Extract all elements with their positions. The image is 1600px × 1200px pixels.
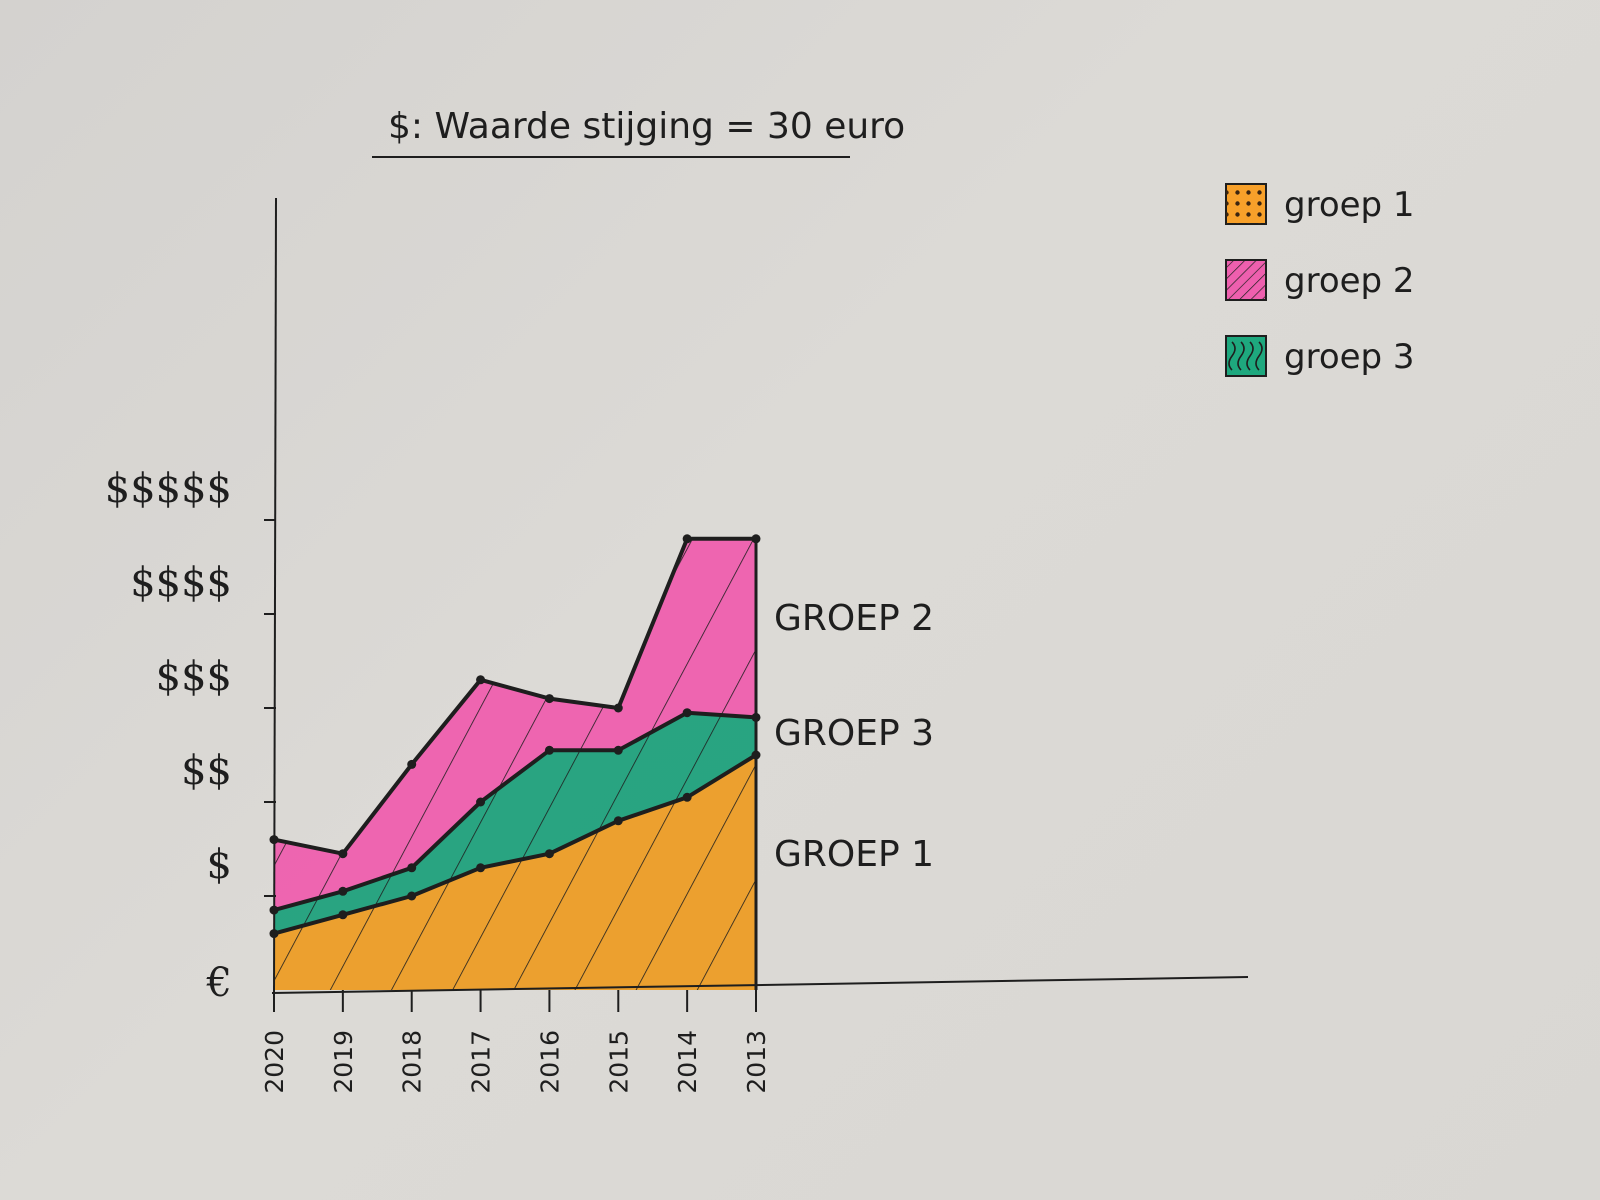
y-tick-label-5: $$$$$ (105, 466, 232, 512)
y-tick-label-2: $$ (181, 748, 232, 794)
point-groep-3-2017 (476, 797, 486, 807)
point-groep-1-2017 (476, 863, 486, 873)
point-groep-2-2016 (544, 694, 554, 704)
point-groep-2-2015 (613, 703, 623, 713)
point-groep-3-2015 (613, 745, 623, 755)
point-groep-2-2014 (682, 534, 692, 544)
point-groep-3-2014 (682, 708, 692, 718)
legend-swatch-pattern-groep-1 (1226, 184, 1266, 224)
legend-label-groep-2: groep 2 (1284, 261, 1415, 301)
point-groep-1-2015 (613, 816, 623, 826)
point-groep-2-2017 (476, 675, 486, 685)
legend: groep 1 groep 2 groep 3 (1225, 183, 1415, 377)
point-groep-1-2019 (338, 910, 348, 920)
point-groep-2-2019 (338, 849, 348, 859)
x-tick-label-2018: 2018 (398, 1030, 427, 1094)
line-groep-2 (273, 536, 756, 856)
y-tick-label-4: $$$$ (130, 560, 232, 606)
point-groep-1-2016 (544, 849, 554, 859)
x-tick-label-2013: 2013 (742, 1030, 771, 1094)
line-groep-1 (273, 753, 758, 936)
y-tick-label-0: € (206, 960, 232, 1006)
legend-swatch-squiggle-2 (1246, 341, 1254, 371)
x-tick-label-2015: 2015 (604, 1030, 633, 1094)
x-axis (271, 976, 1249, 994)
point-groep-2-2018 (407, 759, 417, 769)
legend-swatch-squiggle-1 (1237, 341, 1245, 371)
x-tick-label-2017: 2017 (467, 1030, 496, 1094)
y-tick-label-1: $ (207, 842, 232, 888)
line-groep-3 (273, 710, 757, 913)
series-label-groep-1: GROEP 1 (774, 834, 934, 875)
legend-swatch-pattern-groep-2 (1226, 260, 1266, 300)
legend-swatch-squiggle-3 (1255, 341, 1263, 371)
series-label-groep-2: GROEP 2 (774, 598, 934, 639)
point-groep-1-2018 (407, 891, 417, 901)
point-groep-3-2018 (407, 863, 417, 873)
x-tick-label-2019: 2019 (329, 1030, 358, 1094)
y-tick-label-3: $$$ (156, 654, 232, 700)
y-axis (273, 197, 277, 993)
legend-label-groep-3: groep 3 (1284, 337, 1415, 377)
point-groep-3-2016 (544, 745, 554, 755)
x-tick-label-2014: 2014 (673, 1030, 702, 1094)
series-label-groep-3: GROEP 3 (774, 713, 934, 754)
point-groep-3-2019 (338, 886, 348, 896)
legend-swatch-squiggle-0 (1228, 341, 1236, 371)
x-tick-label-2020: 2020 (260, 1030, 289, 1094)
x-tick-label-2016: 2016 (535, 1030, 564, 1094)
chart-title: $: Waarde stijging = 30 euro (388, 106, 905, 147)
hatch-overlay (274, 538, 756, 990)
point-groep-1-2014 (682, 792, 692, 802)
legend-label-groep-1: groep 1 (1284, 185, 1415, 225)
